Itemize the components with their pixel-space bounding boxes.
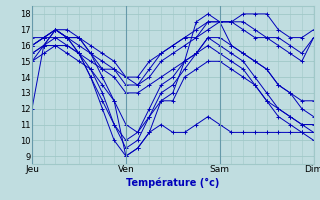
X-axis label: Température (°c): Température (°c) (126, 177, 220, 188)
